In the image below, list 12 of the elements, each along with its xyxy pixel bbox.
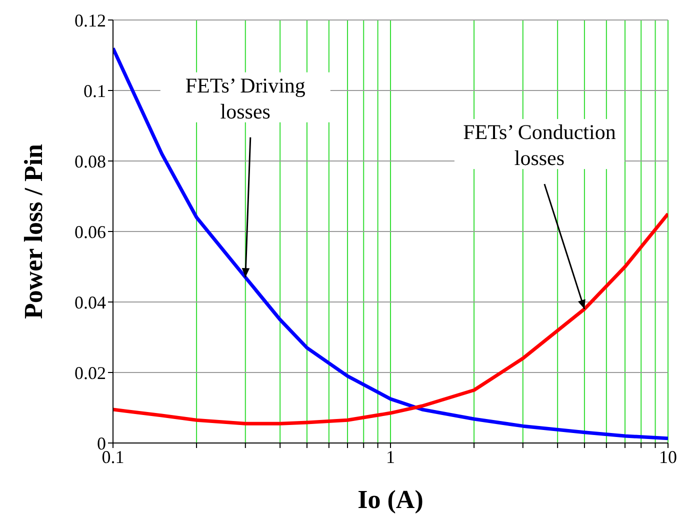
y-tick-label: 0.04: [74, 292, 106, 312]
y-tick-label: 0.06: [74, 222, 106, 242]
y-tick-label: 0.1: [84, 80, 106, 101]
annotation: FETs’ Conduction losses: [463, 120, 616, 170]
annotation: FETs’ Driving losses: [185, 73, 306, 124]
x-tick-label: 10: [659, 446, 677, 467]
y-tick-label: 0.12: [74, 10, 106, 30]
y-tick-label: 0.08: [74, 151, 106, 172]
x-tick-label: 1: [386, 446, 395, 467]
y-axis-title: Power loss / Pin: [19, 143, 48, 320]
y-tick-label: 0.02: [74, 362, 106, 383]
x-axis-title: Io (A): [358, 485, 424, 514]
